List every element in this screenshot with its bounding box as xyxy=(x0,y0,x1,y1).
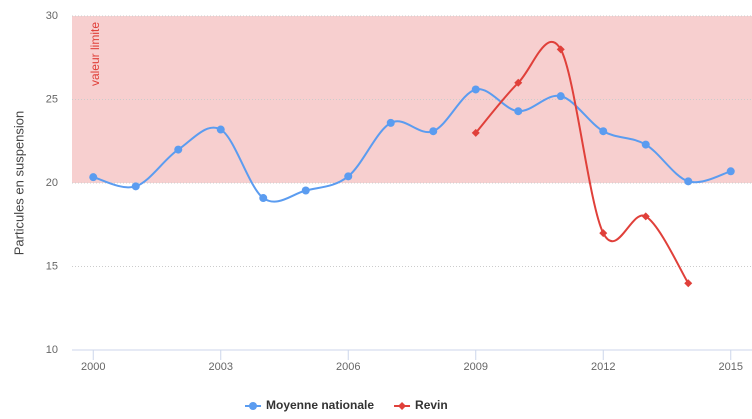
point xyxy=(514,107,523,116)
legend-marker xyxy=(249,402,257,410)
y-tick-label: 15 xyxy=(46,260,58,272)
point xyxy=(514,78,523,87)
point xyxy=(641,140,650,149)
point xyxy=(684,279,693,288)
plot-band-label: valeur limite xyxy=(88,22,102,86)
point xyxy=(301,186,310,195)
point xyxy=(726,167,735,176)
point xyxy=(386,118,395,127)
legend-label: Revin xyxy=(415,398,448,412)
point xyxy=(344,172,353,181)
point xyxy=(684,177,693,186)
x-tick-label: 2006 xyxy=(336,361,360,373)
point xyxy=(216,125,225,134)
x-tick-label: 2012 xyxy=(591,361,615,373)
x-tick-label: 2015 xyxy=(719,361,743,373)
y-tick-label: 25 xyxy=(46,93,58,105)
point xyxy=(556,45,565,54)
point xyxy=(174,145,183,154)
point xyxy=(471,128,480,137)
y-tick-label: 20 xyxy=(46,177,58,189)
point xyxy=(556,92,565,101)
x-tick-label: 2000 xyxy=(81,361,105,373)
point xyxy=(89,173,98,182)
x-tick-label: 2003 xyxy=(209,361,233,373)
point xyxy=(599,229,608,238)
series-line xyxy=(92,88,732,203)
y-tick-label: 10 xyxy=(46,344,58,356)
legend-marker xyxy=(398,402,407,410)
point xyxy=(429,127,438,136)
y-tick-label: 30 xyxy=(46,10,58,22)
point xyxy=(131,182,140,191)
x-tick-label: 2009 xyxy=(464,361,488,373)
point xyxy=(599,127,608,136)
point xyxy=(259,194,268,203)
y-axis-label: Particules en suspension xyxy=(11,111,26,256)
point xyxy=(471,85,480,94)
legend-label: Moyenne nationale xyxy=(266,398,374,412)
point xyxy=(641,212,650,221)
